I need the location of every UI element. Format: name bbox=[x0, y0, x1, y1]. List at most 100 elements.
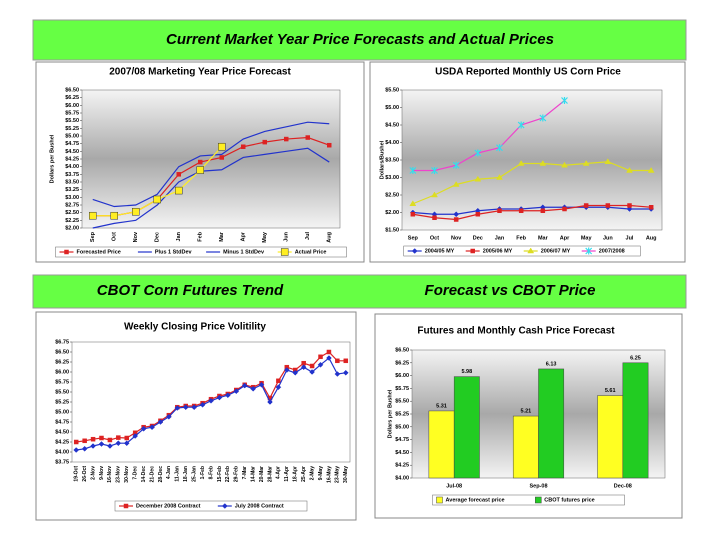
x-tick-label: 8-Feb bbox=[208, 466, 214, 479]
y-tick-label: $4.25 bbox=[65, 156, 79, 162]
y-axis-title: Dollars per Bushel bbox=[49, 134, 55, 183]
marker bbox=[583, 203, 589, 208]
data-label: 5.98 bbox=[461, 369, 472, 375]
x-tick-label: Nov bbox=[451, 235, 462, 241]
y-tick-label: $5.00 bbox=[385, 105, 399, 111]
marker bbox=[309, 363, 315, 369]
x-tick-label: Jun bbox=[603, 235, 613, 241]
marker bbox=[326, 355, 332, 361]
marker bbox=[318, 354, 323, 360]
x-tick-label: 11-Jan bbox=[175, 466, 181, 482]
x-tick-label: Feb bbox=[516, 235, 526, 241]
section-title: CBOT Corn Futures Trend bbox=[97, 282, 284, 299]
bar bbox=[453, 376, 480, 479]
marker bbox=[98, 441, 105, 447]
series-line bbox=[92, 147, 330, 229]
marker bbox=[292, 369, 299, 376]
marker bbox=[309, 369, 315, 375]
data-label: 5.31 bbox=[436, 403, 447, 409]
y-tick-label: $6.00 bbox=[55, 369, 69, 375]
legend-label: Minus 1 StdDev bbox=[223, 249, 265, 255]
x-tick-label: Jun bbox=[284, 231, 290, 241]
marker bbox=[208, 397, 214, 404]
x-tick-label: Jan bbox=[176, 231, 182, 241]
marker bbox=[626, 167, 633, 173]
marker bbox=[327, 142, 332, 148]
y-tick-label: $5.75 bbox=[55, 379, 69, 385]
marker bbox=[132, 207, 140, 216]
chart-title: Futures and Monthly Cash Price Forecast bbox=[417, 326, 615, 337]
marker bbox=[284, 136, 289, 142]
x-tick-label: 20-Mar bbox=[259, 466, 265, 482]
legend-marker bbox=[411, 248, 418, 254]
legend-label: December 2008 Contract bbox=[136, 503, 201, 509]
x-tick-label: Aug bbox=[646, 235, 657, 241]
marker bbox=[517, 160, 525, 166]
legend-box bbox=[55, 246, 347, 258]
marker bbox=[475, 212, 481, 217]
marker bbox=[539, 114, 547, 122]
banner bbox=[32, 274, 687, 309]
y-tick-label: $6.50 bbox=[395, 347, 409, 353]
x-tick-label: 30-May bbox=[343, 466, 349, 483]
chart-title: USDA Reported Monthly US Corn Price bbox=[435, 67, 621, 78]
marker bbox=[431, 191, 438, 198]
marker bbox=[174, 405, 181, 411]
series-line bbox=[92, 121, 330, 208]
x-tick-label: Jul bbox=[626, 235, 634, 241]
marker bbox=[539, 160, 547, 166]
x-tick-label: 4-Jan bbox=[166, 466, 172, 479]
x-tick-label: Sep-08 bbox=[529, 483, 547, 489]
legend-marker bbox=[280, 248, 289, 256]
marker bbox=[648, 205, 654, 210]
marker bbox=[157, 419, 164, 425]
legend-label: CBOT futures price bbox=[544, 497, 594, 503]
legend-box bbox=[403, 245, 641, 257]
legend-marker bbox=[64, 249, 69, 255]
x-tick-label: 4-Apr bbox=[276, 466, 282, 479]
x-tick-label: 19-Oct bbox=[74, 466, 80, 482]
data-label: 5.61 bbox=[605, 388, 616, 394]
x-tick-label: 2-Nov bbox=[90, 466, 96, 480]
series-line bbox=[412, 206, 652, 215]
y-tick-label: $4.00 bbox=[65, 164, 79, 170]
y-tick-label: $2.00 bbox=[65, 225, 79, 231]
x-tick-label: 16-Nov bbox=[107, 466, 113, 483]
marker bbox=[409, 167, 417, 174]
marker bbox=[275, 384, 282, 391]
y-tick-label: $4.00 bbox=[395, 475, 409, 481]
marker bbox=[250, 385, 256, 392]
marker bbox=[182, 404, 189, 411]
bar bbox=[538, 368, 565, 479]
marker bbox=[166, 413, 172, 420]
legend-label: 2007/2008 bbox=[599, 248, 625, 254]
marker bbox=[474, 175, 482, 182]
x-tick-label: 23-May bbox=[335, 466, 341, 483]
y-tick-label: $2.50 bbox=[385, 192, 399, 198]
marker bbox=[175, 186, 183, 195]
plot-area bbox=[401, 89, 663, 231]
legend-swatch bbox=[535, 496, 542, 504]
marker bbox=[199, 401, 206, 408]
marker bbox=[300, 364, 307, 371]
marker bbox=[497, 208, 502, 213]
marker bbox=[73, 439, 79, 445]
x-tick-label: 1-Feb bbox=[200, 466, 206, 479]
marker bbox=[561, 161, 568, 168]
marker bbox=[409, 200, 417, 206]
x-tick-label: 9-May bbox=[318, 466, 324, 480]
marker bbox=[110, 211, 118, 220]
marker bbox=[605, 203, 611, 208]
x-tick-label: Oct bbox=[430, 235, 439, 241]
y-tick-label: $5.50 bbox=[65, 118, 79, 124]
marker bbox=[107, 437, 113, 443]
legend-label: Plus 1 StdDev bbox=[155, 249, 193, 255]
y-tick-label: $4.00 bbox=[55, 449, 69, 455]
y-tick-label: $3.75 bbox=[55, 459, 69, 465]
y-tick-label: $5.25 bbox=[55, 399, 69, 405]
x-tick-label: 9-Nov bbox=[99, 466, 105, 480]
y-tick-label: $6.00 bbox=[65, 103, 79, 109]
marker bbox=[582, 160, 590, 166]
legend-label: 2006/07 MY bbox=[541, 248, 571, 254]
x-tick-label: 25-Apr bbox=[301, 466, 307, 482]
